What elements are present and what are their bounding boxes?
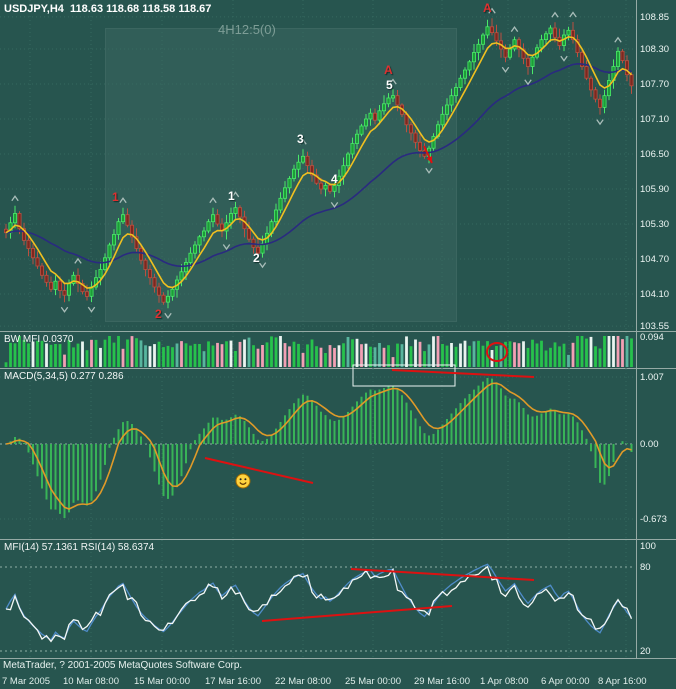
time-axis: MetaTrader, ? 2001-2005 MetaQuotes Softw… xyxy=(0,659,676,689)
bwmfi-label: BW MFI 0.0370 xyxy=(4,334,74,345)
time-axis-label: 29 Mar 16:00 xyxy=(414,676,470,687)
mfi-rsi-chart xyxy=(0,540,635,659)
bwmfi-panel[interactable]: BW MFI 0.0370 xyxy=(0,332,676,369)
wave-count-label: 3 xyxy=(297,132,304,146)
time-axis-label: 1 Apr 08:00 xyxy=(480,676,529,687)
macd-label: MACD(5,34,5) 0.277 0.286 xyxy=(4,371,124,382)
price-scale-label: 105.90 xyxy=(640,184,670,195)
price-scale-label: 106.50 xyxy=(640,149,670,160)
wave-count-label: 4 xyxy=(331,172,338,186)
time-axis-label: 10 Mar 08:00 xyxy=(63,676,119,687)
price-scale-label: 105.30 xyxy=(640,219,670,230)
mfi-rsi-panel[interactable]: MFI(14) 57.1361 RSI(14) 58.6374 xyxy=(0,540,676,659)
price-scale-label: 108.85 xyxy=(640,12,670,23)
copyright-text: MetaTrader, ? 2001-2005 MetaQuotes Softw… xyxy=(3,660,243,671)
wave-count-label: 1 xyxy=(112,190,119,204)
time-axis-label: 17 Mar 16:00 xyxy=(205,676,261,687)
price-scale-label: 107.70 xyxy=(640,79,670,90)
time-axis-label: 22 Mar 08:00 xyxy=(275,676,331,687)
time-axis-label: 25 Mar 00:00 xyxy=(345,676,401,687)
time-axis-label: 8 Apr 16:00 xyxy=(598,676,647,687)
macd-scale-label: -0.673 xyxy=(640,514,667,525)
candlestick-chart[interactable] xyxy=(0,0,676,332)
wave-count-label: 5 xyxy=(386,78,393,92)
mfi-rsi-scale-label: 20 xyxy=(640,646,651,657)
mfi-rsi-label: MFI(14) 57.1361 RSI(14) 58.6374 xyxy=(4,542,155,553)
price-scale-label: 107.10 xyxy=(640,114,670,125)
macd-chart xyxy=(0,369,635,540)
price-scale-label: 104.70 xyxy=(640,254,670,265)
wave-count-label: A xyxy=(384,63,393,77)
wave-count-label: 2 xyxy=(253,251,260,265)
time-axis-label: 15 Mar 00:00 xyxy=(134,676,190,687)
quote-ohlc: 118.63 118.68 118.58 118.67 xyxy=(70,3,212,15)
time-axis-label: 6 Apr 00:00 xyxy=(541,676,590,687)
mfi-rsi-scale-label: 80 xyxy=(640,562,651,573)
mfi-rsi-scale-label: 100 xyxy=(640,541,656,552)
symbol-timeframe: USDJPY,H4 xyxy=(4,3,64,15)
chart-title: USDJPY,H4 118.63 118.68 118.58 118.67 xyxy=(4,3,211,15)
price-scale-separator xyxy=(636,0,637,659)
wave-count-label: 2 xyxy=(155,307,162,321)
wave-count-label: 1 xyxy=(228,189,235,203)
macd-panel[interactable]: MACD(5,34,5) 0.277 0.286 xyxy=(0,369,676,540)
price-scale-label: 104.10 xyxy=(640,289,670,300)
wave-count-label: A xyxy=(483,1,492,15)
main-chart-panel[interactable]: USDJPY,H4 118.63 118.68 118.58 118.67 4H… xyxy=(0,0,676,332)
watermark: 4H12:5(0) xyxy=(218,22,276,37)
macd-scale-label: 0.00 xyxy=(640,439,659,450)
time-axis-label: 7 Mar 2005 xyxy=(2,676,51,687)
bwmfi-scale-label: 0.094 xyxy=(640,332,664,343)
macd-scale-label: 1.007 xyxy=(640,372,664,383)
bwmfi-histogram xyxy=(4,332,633,369)
price-scale-label: 108.30 xyxy=(640,44,670,55)
highlight-region xyxy=(105,28,457,322)
price-scale-label: 103.55 xyxy=(640,321,670,332)
